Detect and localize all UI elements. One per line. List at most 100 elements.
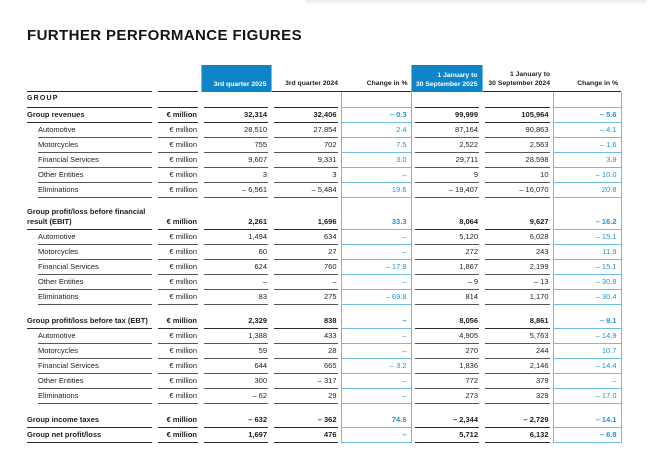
value-cell: 29: [271, 389, 341, 404]
value-cell: – 9.1: [552, 314, 622, 329]
value-cell: –: [340, 168, 412, 183]
value-cell: 6,132: [482, 428, 553, 443]
unit-cell: € million: [155, 123, 201, 138]
column-header: Change in %: [341, 65, 411, 92]
value-cell: 105,964: [482, 108, 553, 123]
spacer-cell: [271, 198, 341, 207]
value-cell: – 6,561: [201, 183, 271, 198]
spacer-row: [27, 404, 622, 413]
row-label: Motorcycles: [27, 138, 155, 153]
value-cell: 272: [411, 245, 482, 260]
unit-cell: € million: [155, 275, 201, 290]
row-label: Financial Services: [27, 260, 155, 275]
row-label: Other Entities: [27, 275, 155, 290]
value-cell: – 15.1: [552, 230, 622, 245]
value-cell: 87,164: [411, 123, 482, 138]
column-header-text: Change in %: [553, 79, 621, 92]
value-cell: 32,406: [271, 108, 341, 123]
column-header-bluebox: 3rd quarter 2025: [201, 65, 271, 92]
spacer-cell: [155, 305, 201, 314]
value-cell: 29,711: [411, 153, 482, 168]
table-row: Other Entities € million 300– 317–772 379–: [27, 374, 622, 389]
value-cell: 28,598: [482, 153, 553, 168]
spacer-cell: [201, 404, 271, 413]
value-cell: 5,763: [482, 329, 553, 344]
value-cell: 28: [271, 344, 341, 359]
value-cell: 90,863: [482, 123, 553, 138]
value-cell: 329: [482, 389, 553, 404]
value-cell: –: [340, 389, 412, 404]
value-cell: 27: [271, 245, 341, 260]
value-cell: 1,696: [271, 207, 341, 230]
value-cell: 83: [201, 290, 271, 305]
value-cell: 8,861: [482, 314, 553, 329]
row-label: Eliminations: [27, 389, 155, 404]
value-cell: 3: [201, 168, 271, 183]
value-cell: – 3.2: [340, 359, 412, 374]
unit-cell: € million: [155, 153, 201, 168]
value-cell: – 0.3: [340, 108, 412, 123]
table-row: Group net profit/loss € million 1,697 476–5…: [27, 428, 622, 443]
spacer-cell: [201, 305, 271, 314]
value-cell: – 5.6: [552, 108, 622, 123]
value-cell: 9,331: [271, 153, 341, 168]
value-cell: – 17.9: [340, 260, 412, 275]
unit-cell: € million: [155, 290, 201, 305]
row-label: Group income taxes: [27, 413, 155, 428]
value-cell: 19.6: [340, 183, 412, 198]
value-cell: – 632: [201, 413, 271, 428]
value-cell: 28,510: [201, 123, 271, 138]
value-cell: 8,056: [411, 314, 482, 329]
value-cell: – 13: [482, 275, 553, 290]
value-cell: 814: [411, 290, 482, 305]
value-cell: 11.9: [552, 245, 622, 260]
value-cell: – 2,344: [411, 413, 482, 428]
row-label: Other Entities: [27, 374, 155, 389]
value-cell: 20.8: [552, 183, 622, 198]
unit-cell: € million: [155, 428, 201, 443]
value-cell: – 30.4: [552, 290, 622, 305]
table-row: Group profit/loss before tax (EBT) € mill…: [27, 314, 622, 329]
value-cell: 6,028: [482, 230, 553, 245]
spacer-row: [27, 198, 622, 207]
column-header: 1 January to 30 September 2024: [482, 65, 553, 92]
section-value-cell: [271, 92, 341, 108]
row-label: Group profit/loss before tax (EBT): [27, 314, 155, 329]
spacer-cell: [271, 305, 341, 314]
unit-cell: € million: [155, 359, 201, 374]
value-cell: 244: [482, 344, 553, 359]
spacer-cell: [552, 305, 622, 314]
value-cell: –: [340, 374, 412, 389]
unit-cell: € million: [155, 374, 201, 389]
value-cell: –: [552, 374, 622, 389]
spacer-cell: [340, 305, 412, 314]
column-header-highlighted: 3rd quarter 2025: [200, 65, 272, 92]
spacer-cell: [482, 404, 553, 413]
section-unit-cell: [155, 92, 201, 108]
section-value-cell: [482, 92, 553, 108]
value-cell: 1,494: [201, 230, 271, 245]
value-cell: 2,563: [482, 138, 553, 153]
column-header: Change in %: [553, 65, 621, 92]
value-cell: 9,607: [201, 153, 271, 168]
value-cell: – 10.0: [552, 168, 622, 183]
spacer-row: [27, 305, 622, 314]
value-cell: 624: [201, 260, 271, 275]
value-cell: – 4.1: [552, 123, 622, 138]
value-cell: 9: [411, 168, 482, 183]
table-row: Motorcycles € million 59 28–270 244 10.7: [27, 344, 622, 359]
table-row: Financial Services € million 624 760– 17.9 1…: [27, 260, 622, 275]
table-row: Automotive € million 28,510 27,854 2.4 87,164…: [27, 123, 622, 138]
value-cell: 243: [482, 245, 553, 260]
value-cell: –: [340, 275, 412, 290]
unit-cell: € million: [155, 329, 201, 344]
value-cell: –: [340, 314, 412, 329]
value-cell: 9,627: [482, 207, 553, 230]
table-row: Other Entities € million – – – – 9– 13– 30.8: [27, 275, 622, 290]
unit-cell: € million: [155, 245, 201, 260]
value-cell: – 16.2: [552, 207, 622, 230]
value-cell: 3: [271, 168, 341, 183]
unit-cell: € million: [155, 230, 201, 245]
column-header-text: 1 January to 30 September 2024: [482, 70, 553, 92]
column-header: 3rd quarter 2024: [271, 65, 341, 92]
